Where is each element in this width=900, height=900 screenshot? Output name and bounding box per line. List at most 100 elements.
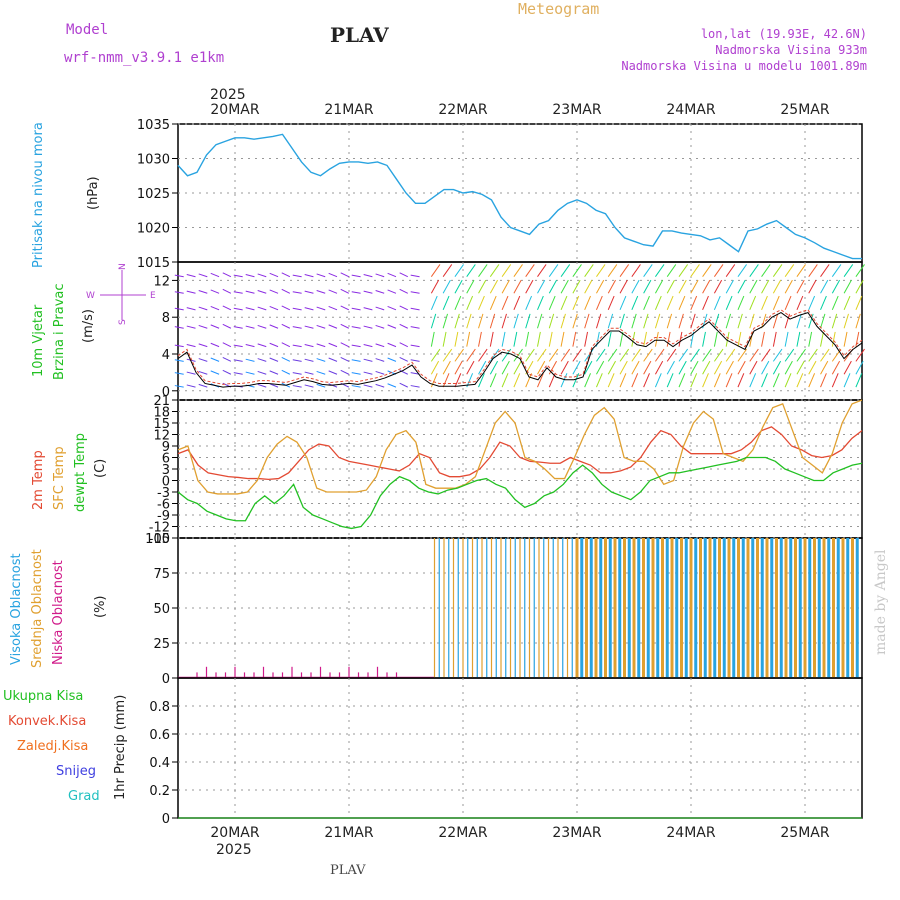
wind-barb (430, 295, 438, 311)
wind-barb (572, 264, 582, 278)
wind-barb (855, 279, 864, 294)
wind-barb (387, 357, 397, 362)
wind-barb (560, 373, 568, 388)
compass-w-label: W (86, 291, 95, 301)
wind-barb (245, 325, 255, 329)
wind-barb (186, 384, 196, 388)
wind-barb (186, 274, 196, 278)
wind-barb (560, 331, 565, 347)
wind-barb (537, 331, 541, 347)
wind-barb (808, 360, 817, 375)
wind-barb (619, 360, 628, 375)
pressure-ytick-label: 1030 (137, 153, 170, 168)
wind-barb (796, 331, 801, 347)
wind-barb (351, 307, 361, 311)
wind-barb (351, 359, 361, 362)
wind-barb (796, 360, 805, 375)
wind-barb (607, 264, 618, 278)
wind-barb (454, 373, 462, 388)
wind-barb (772, 331, 777, 347)
wind-barb (399, 288, 408, 294)
wind-barb (316, 290, 326, 294)
wind-barb (607, 348, 618, 362)
wind-barb (454, 348, 464, 362)
wind-barb (210, 342, 220, 348)
wind-axis-label-1: 10m Vjetar (31, 304, 46, 377)
wind-barb (713, 279, 723, 294)
wind-barb (831, 348, 842, 362)
wind-barb (761, 295, 768, 311)
wind-barb (584, 295, 591, 311)
wind-barb (820, 331, 824, 347)
wind-barb (820, 313, 826, 329)
wind-barb (596, 264, 606, 278)
wind-ytick-label: 0 (162, 385, 170, 400)
wind-barb (560, 360, 569, 375)
wind-barb (855, 313, 861, 329)
date-label-bottom-20mar: 20MAR (210, 825, 259, 841)
wind-barb (222, 369, 232, 375)
wind-barb (713, 360, 723, 375)
wind-barb (387, 272, 397, 278)
low-cloud-label: Niska Oblacnost (51, 560, 66, 665)
wind-barb (198, 306, 208, 311)
wind-barb (387, 324, 397, 329)
wind-barb (292, 307, 302, 311)
wind-barb (772, 373, 780, 388)
wind-barb (525, 348, 535, 362)
wind-barb (548, 348, 559, 362)
wind-barb (501, 360, 510, 375)
wind-barb (596, 360, 605, 375)
wind-barb (678, 279, 687, 294)
high-cloud-label: Visoka Oblacnost (9, 553, 24, 665)
wind-barb (399, 342, 408, 348)
wind-barb (198, 358, 208, 362)
wind-compass-legend: W E N S (86, 263, 156, 325)
wind-barb (210, 272, 220, 278)
wind-barb (257, 306, 267, 311)
wind-barb (454, 313, 460, 329)
wind-barb (713, 313, 720, 329)
wind-barb (525, 373, 533, 388)
wind-barb (713, 331, 718, 347)
wind-barb (316, 383, 326, 388)
wind-barb (174, 359, 184, 362)
wind-barb (772, 360, 782, 375)
wind-barb (796, 279, 805, 294)
wind-barb (607, 373, 615, 388)
wind-barb (442, 313, 449, 329)
wind-barb (784, 264, 795, 278)
wind-barb (186, 307, 196, 311)
wind-barb (174, 344, 184, 348)
wind-barb (454, 295, 462, 311)
wind-barb (269, 383, 279, 388)
temp-line-dew (177, 456, 863, 530)
precip-hail-label: Grad (68, 789, 100, 804)
wind-barb (678, 331, 683, 347)
wind-barb (784, 295, 792, 311)
date-label-top-23mar: 23MAR (552, 102, 601, 118)
wind-barb (245, 274, 255, 278)
wind-barb (820, 360, 829, 375)
wind-barb (174, 326, 184, 329)
wind-barb (442, 331, 447, 347)
wind-barb (525, 313, 531, 329)
wind-barb (654, 279, 664, 294)
temp-ytick-label: 9 (162, 440, 170, 455)
model-elevation-label: Nadmorska Visina u modelu 1001.89m (621, 59, 867, 73)
wind-barb (210, 370, 220, 375)
cloud-ytick-label: 25 (153, 637, 170, 652)
wind-barb (666, 360, 675, 375)
wind-barb (631, 373, 639, 388)
wind-barb (737, 373, 745, 388)
wind-barb (198, 370, 208, 375)
wind-barb (257, 290, 267, 294)
wind-barb (410, 385, 420, 388)
temp-ytick-label: 12 (153, 429, 170, 444)
footer-station: PLAV (330, 863, 366, 878)
temp-ytick-label: 21 (153, 394, 170, 409)
wind-barb (855, 360, 864, 375)
wind-barb (772, 295, 780, 311)
wind-barb (363, 274, 373, 278)
